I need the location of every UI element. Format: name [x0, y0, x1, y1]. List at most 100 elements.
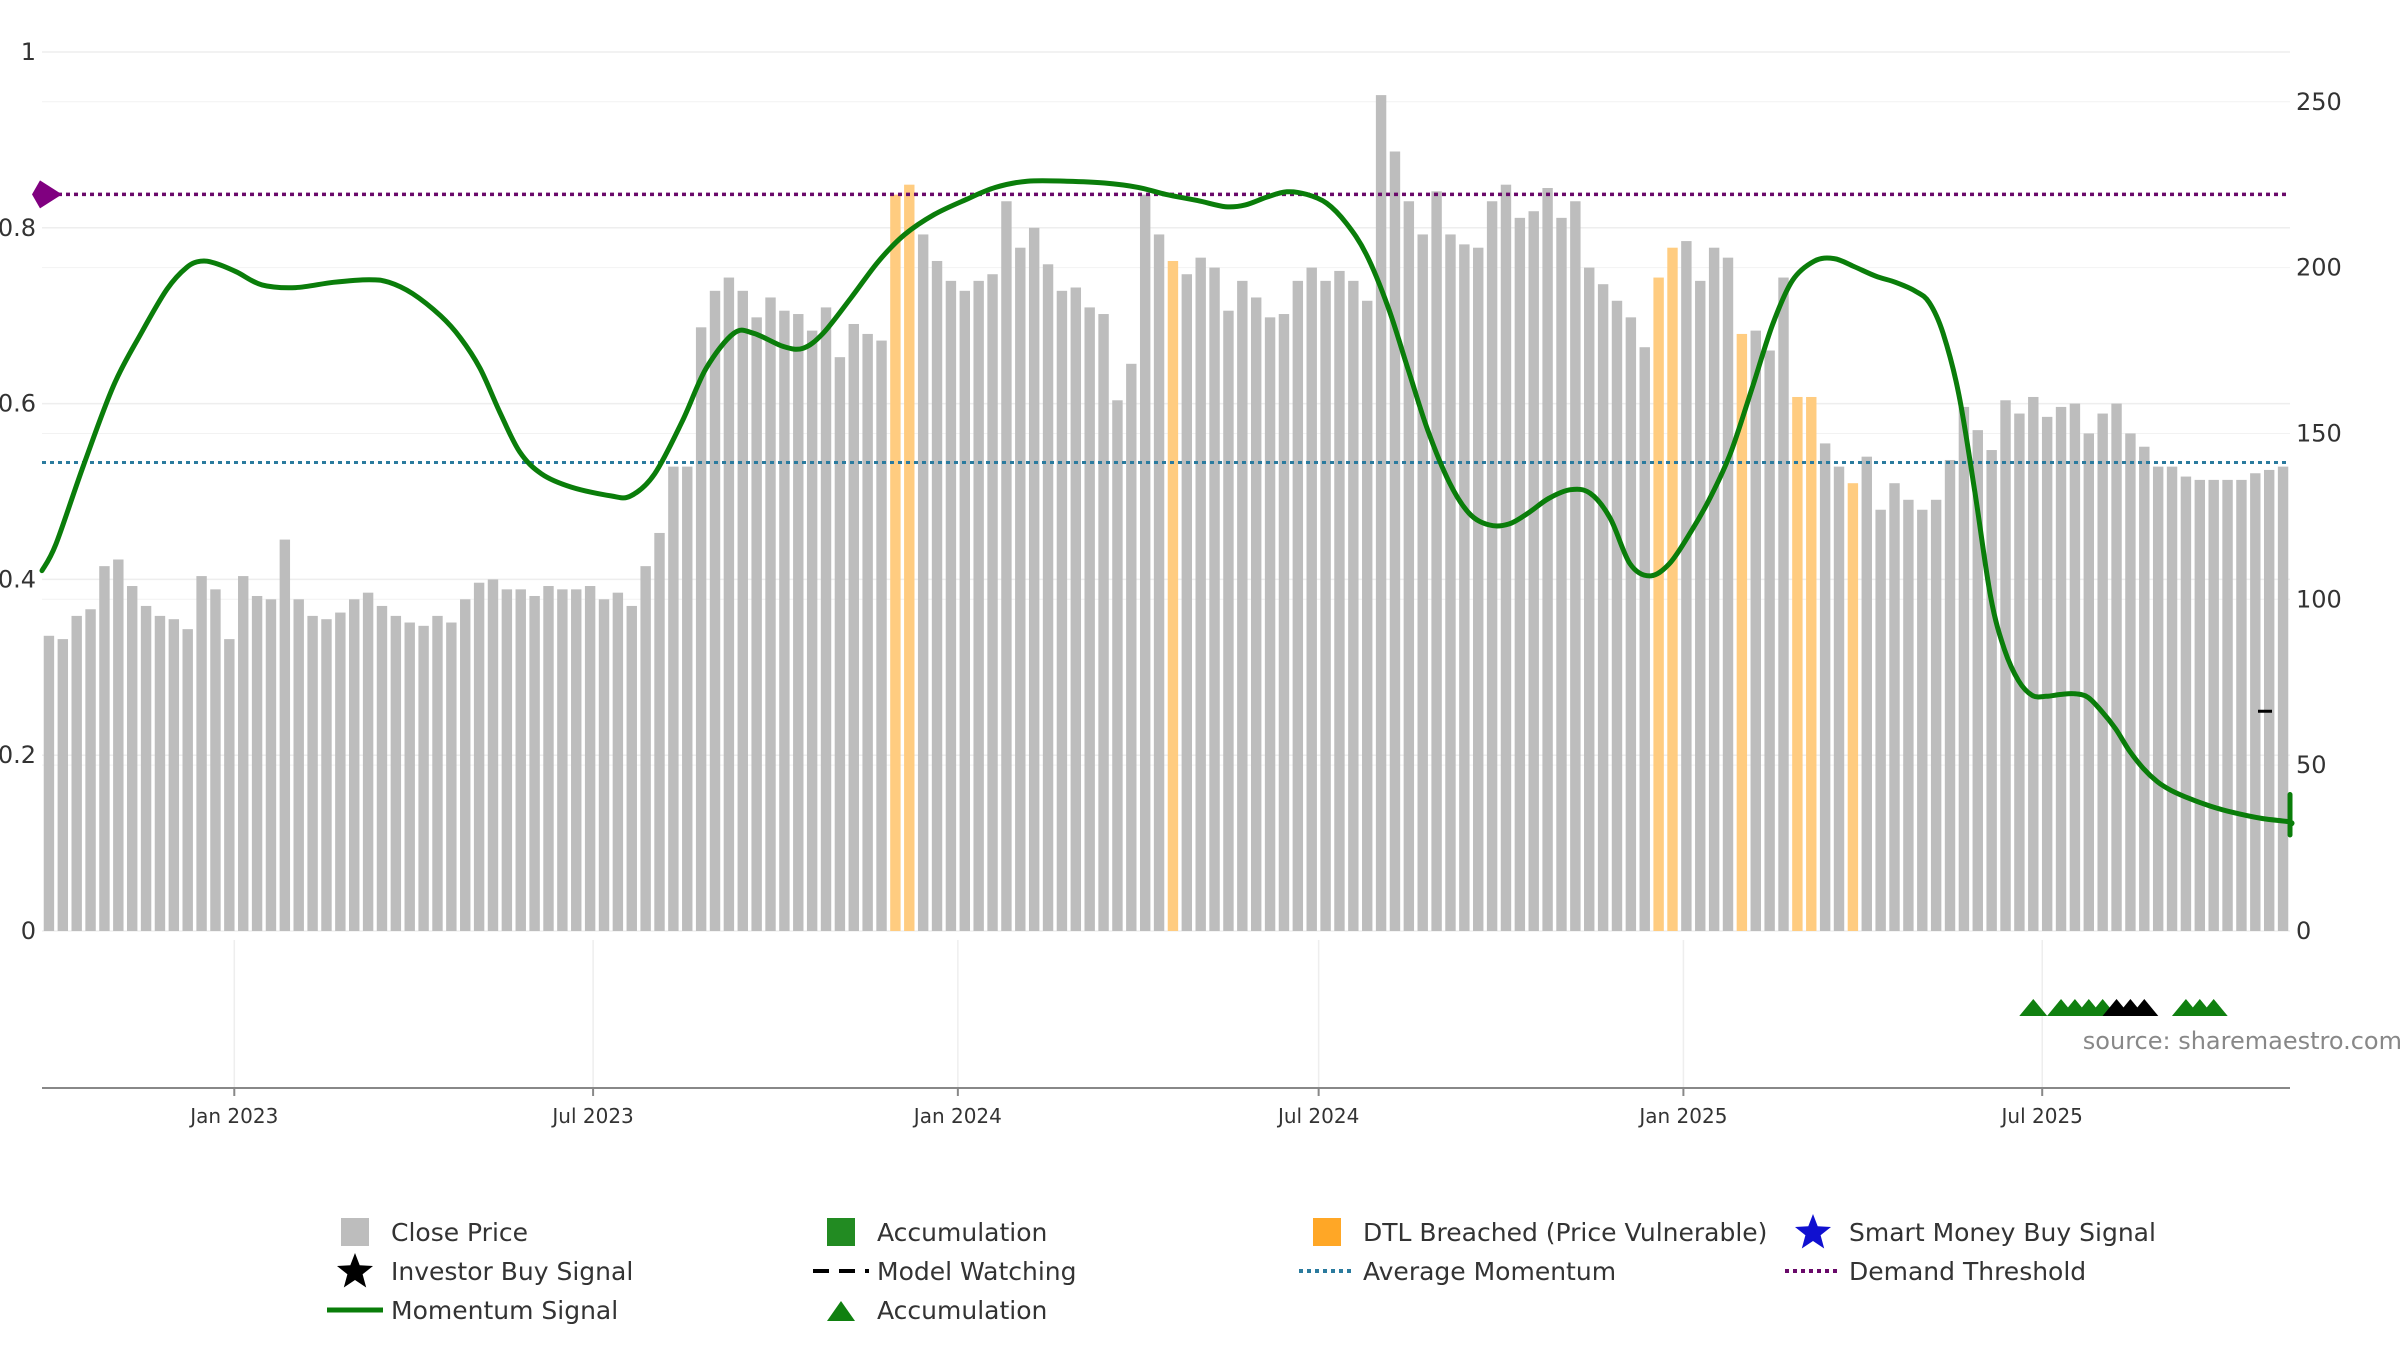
price-bar: [779, 310, 790, 932]
price-bar: [1722, 257, 1734, 931]
price-bar: [1972, 430, 1983, 931]
price-bar: [931, 260, 943, 932]
price-bar: [668, 466, 679, 931]
price-bar: [362, 592, 374, 931]
price-bar: [2194, 479, 2206, 931]
legend-smart-money: Smart Money Buy Signal: [1783, 1214, 2156, 1250]
price-bar: [1639, 347, 1650, 932]
price-bar: [1944, 459, 1956, 931]
price-bar: [626, 605, 637, 931]
price-bar: [418, 625, 429, 931]
price-bar: [1403, 201, 1415, 931]
signal-markers: [2019, 999, 2228, 1016]
price-bar: [1237, 280, 1248, 931]
price-bar: [1708, 247, 1720, 931]
legend-label: Accumulation: [877, 1295, 1048, 1325]
price-bar: [1459, 244, 1470, 931]
price-bar: [793, 314, 804, 931]
demand-threshold-marker-icon: [32, 180, 62, 209]
price-bar: [1570, 201, 1581, 931]
price-bar: [1001, 201, 1012, 931]
indicator-lines: [32, 178, 2295, 838]
dtl-breached-swatch-icon: [1313, 1218, 1341, 1246]
price-bar: [140, 605, 152, 931]
price-bar: [1528, 211, 1539, 932]
price-bar: [1139, 194, 1151, 931]
price-bar: [1611, 300, 1623, 931]
price-bar: [515, 589, 526, 931]
price-bar: [1833, 466, 1845, 931]
price-bar: [1584, 267, 1595, 932]
y-right-tick-label: 0: [2296, 917, 2311, 945]
price-bar: [390, 615, 402, 931]
legend-label: Accumulation: [877, 1217, 1048, 1247]
price-bar: [1473, 247, 1484, 931]
grid-lines: [42, 51, 2290, 1088]
x-tick-label: Jul 2023: [550, 1104, 633, 1128]
price-bar: [1417, 234, 1428, 931]
black-star-icon: [337, 1253, 373, 1288]
dtl-breached-bar: [1653, 277, 1664, 931]
momentum-signal-line: [39, 178, 2295, 838]
x-tick-label: Jul 2024: [1276, 1104, 1359, 1128]
price-bar: [1153, 234, 1165, 931]
price-bar: [1015, 247, 1026, 931]
y-right-tick-label: 50: [2296, 751, 2327, 779]
price-bar: [2083, 433, 2094, 931]
y-right-tick-label: 150: [2296, 419, 2342, 447]
price-bar: [571, 589, 582, 931]
dotted-line-icon: [1785, 1269, 1841, 1273]
price-bar: [1209, 267, 1220, 932]
price-bar: [876, 340, 887, 932]
price-bar: [460, 599, 471, 931]
legend-label: Close Price: [391, 1217, 529, 1247]
price-bar: [265, 599, 277, 931]
y-left-tick-label: 0.2: [0, 741, 36, 769]
green-triangle-icon: [827, 1301, 855, 1321]
dtl-breached-bar: [1806, 396, 1817, 932]
y-right-tick-label: 100: [2296, 585, 2342, 613]
price-bar: [1431, 191, 1442, 931]
legend-label: Average Momentum: [1363, 1256, 1617, 1286]
price-bar: [1681, 241, 1692, 931]
source-label: source: sharemaestro.com: [2083, 1027, 2400, 1055]
price-bar: [2250, 473, 2261, 931]
price-bar: [2028, 396, 2039, 932]
price-bar: [2152, 466, 2164, 931]
price-bar: [279, 539, 291, 931]
close-price-swatch-icon: [341, 1218, 369, 1246]
price-bar: [1486, 201, 1498, 931]
price-bar: [820, 307, 832, 931]
price-bar: [598, 599, 610, 931]
x-tick-label: Jan 2023: [188, 1104, 278, 1128]
price-bar: [1986, 450, 1997, 931]
investor-buy-signal-icon: [2130, 999, 2159, 1016]
price-bar: [1348, 280, 1359, 931]
price-bar: [1778, 277, 1789, 931]
price-bar: [2125, 433, 2136, 931]
price-bar: [862, 333, 873, 931]
price-bar: [432, 615, 443, 931]
price-bar: [1250, 297, 1262, 932]
price-bar: [182, 629, 193, 931]
price-bar: [85, 609, 96, 931]
price-bar: [1556, 217, 1567, 932]
price-bar: [1223, 310, 1234, 932]
price-bar: [1320, 280, 1331, 931]
price-bar: [2041, 416, 2053, 931]
legend: Close Price Accumulation DTL Breached (P…: [0, 1212, 2400, 1342]
legend-dtl-breached: DTL Breached (Price Vulnerable): [1297, 1214, 1767, 1250]
legend-label: DTL Breached (Price Vulnerable): [1363, 1217, 1768, 1247]
price-bar: [765, 297, 776, 932]
price-bar: [71, 615, 82, 931]
price-bar: [1930, 499, 1942, 931]
price-bar: [1750, 330, 1761, 931]
price-bar: [2014, 413, 2025, 931]
price-bar: [682, 466, 693, 931]
price-bar: [945, 280, 957, 931]
price-bar: [196, 576, 207, 931]
price-bar: [1028, 227, 1040, 932]
legend-label: Investor Buy Signal: [391, 1256, 634, 1286]
price-bar: [404, 622, 415, 931]
